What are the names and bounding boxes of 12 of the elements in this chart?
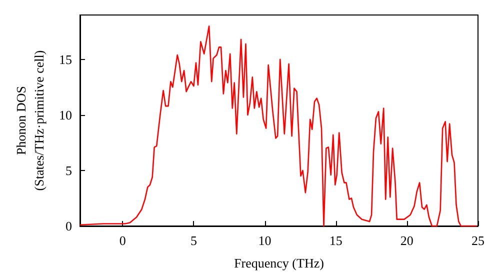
y-axis-title: Phonon DOS (States/THz·primitive cell) xyxy=(14,50,46,191)
x-tick-label: 5 xyxy=(190,233,197,248)
x-tick-label: 25 xyxy=(472,233,484,248)
x-axis-title: Frequency (THz) xyxy=(234,256,324,270)
y-tick-label: 15 xyxy=(59,52,72,67)
x-tick-label: 15 xyxy=(329,233,342,248)
y-tick-label: 5 xyxy=(66,162,72,178)
x-tick-label: 20 xyxy=(400,233,414,248)
y-tick-label: 0 xyxy=(66,218,72,234)
x-tick-label: 0 xyxy=(119,233,126,248)
x-tick-label: 10 xyxy=(258,233,272,248)
y-tick-label: 10 xyxy=(59,107,72,122)
